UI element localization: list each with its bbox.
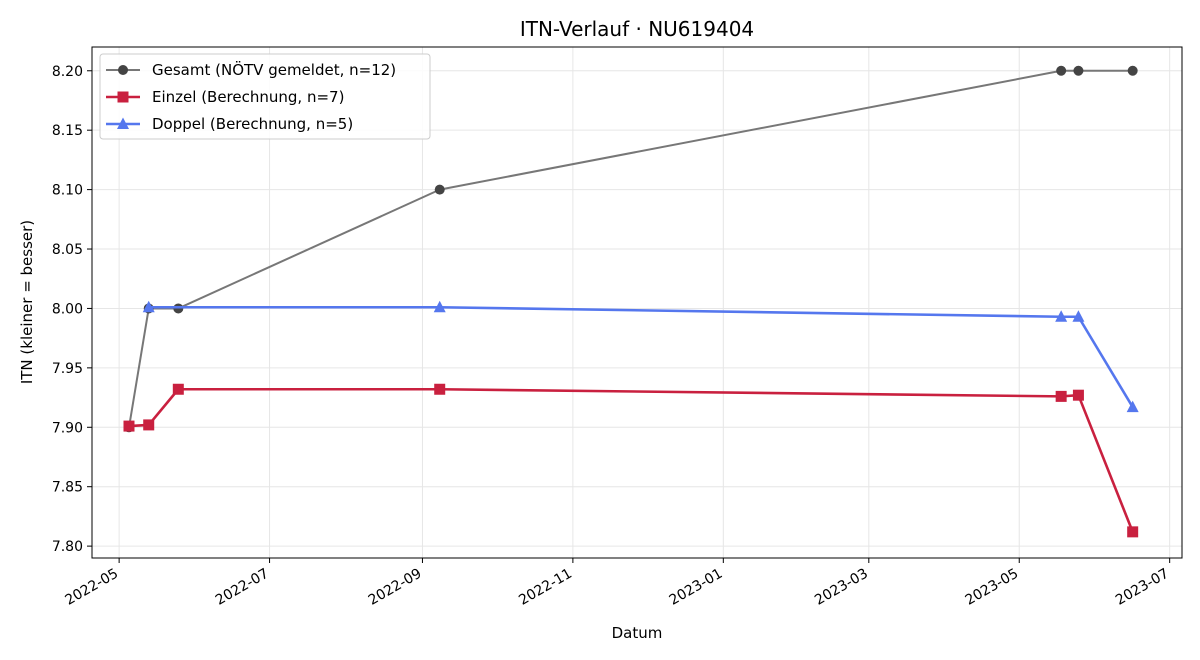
x-tick-label: 2023-07	[1113, 566, 1172, 609]
legend-marker	[117, 91, 129, 103]
data-point	[433, 300, 446, 313]
data-point	[434, 184, 445, 195]
x-tick-label: 2023-05	[963, 566, 1022, 609]
legend-label: Gesamt (NÖTV gemeldet, n=12)	[152, 60, 396, 79]
legend-item: Doppel (Berechnung, n=5)	[106, 115, 353, 133]
data-point	[123, 420, 135, 432]
series-layer	[123, 65, 1139, 538]
data-point	[143, 419, 155, 431]
y-tick-label: 8.05	[52, 242, 83, 258]
series-line	[128, 387, 1134, 533]
data-point	[1072, 389, 1084, 401]
x-tick-label: 2023-03	[812, 566, 871, 609]
x-tick-label: 2022-09	[366, 566, 425, 609]
y-axis-title: ITN (kleiner = besser)	[18, 220, 36, 384]
grid	[92, 47, 1182, 558]
y-tick-label: 8.20	[52, 64, 83, 80]
x-tick-label: 2022-11	[516, 566, 575, 609]
x-axis: 2022-05 2022-07 2022-09 2022-11 2023-01 2023-…	[62, 558, 1172, 609]
legend-box	[99, 53, 431, 140]
data-point	[142, 300, 155, 313]
data-point	[1055, 390, 1067, 402]
data-point	[1072, 310, 1085, 322]
y-tick-label: 7.95	[52, 361, 83, 377]
legend-marker	[117, 117, 129, 129]
data-point	[434, 383, 446, 395]
data-point	[1056, 65, 1067, 76]
x-tick-label: 2022-05	[62, 566, 121, 609]
series-3	[142, 300, 1139, 413]
data-point	[1055, 310, 1068, 322]
data-point	[1073, 65, 1084, 76]
legend-label: Doppel (Berechnung, n=5)	[152, 115, 353, 133]
plot-area-frame	[91, 46, 1183, 559]
y-tick-label: 7.80	[52, 539, 83, 555]
y-tick-label: 8.10	[52, 183, 83, 199]
legend: Gesamt (NÖTV gemeldet, n=12) Einzel (Bere…	[99, 53, 431, 140]
y-axis: 7.80 7.85 7.90 7.95 8.00 8.05 8.10 8.15 8.20	[52, 64, 92, 555]
x-tick-label: 2022-07	[213, 566, 272, 609]
x-tick-label: 2023-01	[667, 566, 726, 609]
legend-item: Einzel (Berechnung, n=7)	[106, 88, 344, 106]
x-axis-title: Datum	[612, 624, 663, 642]
y-tick-label: 8.00	[52, 301, 83, 317]
legend-item: Gesamt (NÖTV gemeldet, n=12)	[106, 60, 396, 79]
data-point	[1126, 400, 1139, 413]
legend-label: Einzel (Berechnung, n=7)	[152, 88, 344, 106]
data-point	[1127, 526, 1139, 538]
series-2	[123, 383, 1139, 538]
y-tick-label: 7.85	[52, 480, 83, 496]
y-tick-label: 7.90	[52, 420, 83, 436]
y-tick-label: 8.15	[52, 123, 83, 139]
data-point	[172, 383, 184, 395]
chart-title: ITN-Verlauf · NU619404	[520, 17, 754, 41]
legend-marker	[118, 65, 128, 75]
data-point	[1127, 65, 1138, 76]
